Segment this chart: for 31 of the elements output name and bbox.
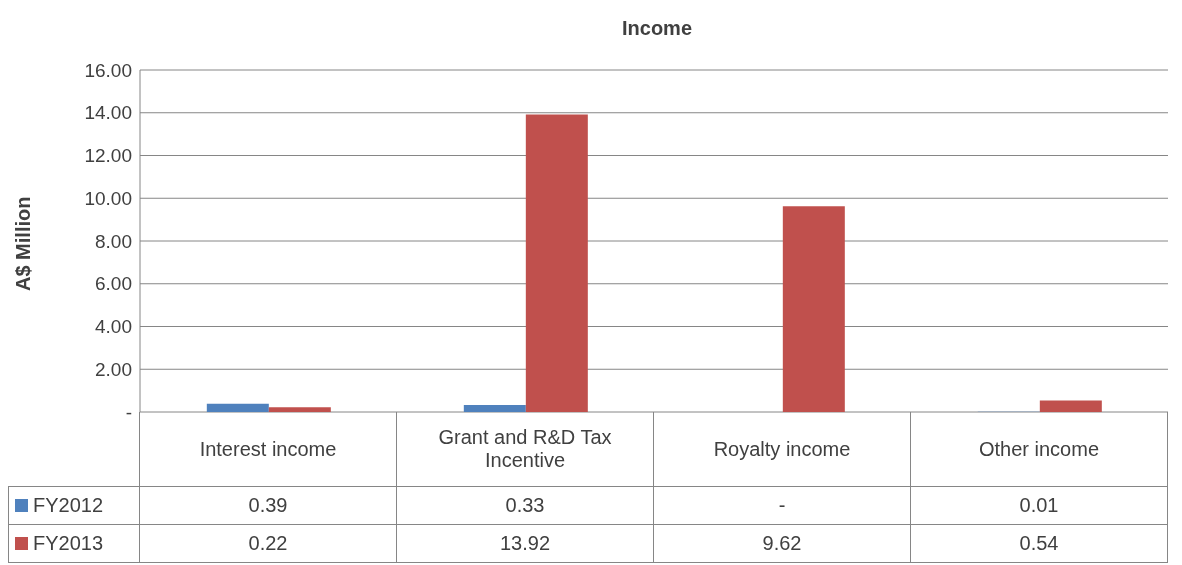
data-label: 0.33 <box>397 487 654 525</box>
y-tick-label: 10.00 <box>84 187 132 209</box>
legend-label: FY2012 <box>33 494 104 517</box>
y-tick-label: 14.00 <box>84 102 132 124</box>
x-tick-label: Royalty income <box>654 412 911 487</box>
data-label: 0.54 <box>911 525 1168 563</box>
y-tick-label: - <box>125 401 132 423</box>
legend-label: FY2013 <box>33 532 104 555</box>
bar <box>525 114 588 412</box>
data-label: 0.39 <box>140 487 397 525</box>
bar <box>782 206 845 412</box>
bar <box>206 403 269 412</box>
bar <box>463 404 526 412</box>
y-tick-label: 8.00 <box>95 230 132 252</box>
data-label: 0.22 <box>140 525 397 563</box>
data-label: - <box>654 487 911 525</box>
x-tick-label: Grant and R&D Tax Incentive <box>397 412 654 487</box>
x-tick-label: Other income <box>911 412 1168 487</box>
y-tick-label: 12.00 <box>84 145 132 167</box>
y-tick-label: 16.00 <box>84 59 132 81</box>
y-tick-label: 6.00 <box>95 273 132 295</box>
x-tick-label: Interest income <box>140 412 397 487</box>
y-tick-label: 4.00 <box>95 316 132 338</box>
data-label: 13.92 <box>397 525 654 563</box>
data-label: 9.62 <box>654 525 911 563</box>
y-tick-label: 2.00 <box>95 358 132 380</box>
y-axis-title: A$ Million <box>12 196 35 291</box>
bar <box>268 407 331 412</box>
chart-title: Income <box>621 15 693 41</box>
bar <box>1039 400 1102 412</box>
data-label: 0.01 <box>911 487 1168 525</box>
